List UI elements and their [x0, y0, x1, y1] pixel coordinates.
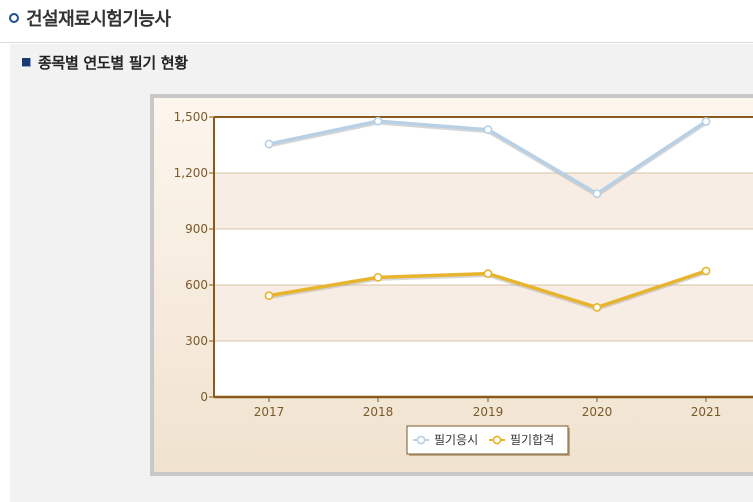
data-point [483, 125, 493, 135]
x-tick-label: 2018 [363, 405, 394, 419]
y-tick-label: 600 [185, 278, 208, 292]
y-tick-label: 300 [185, 334, 208, 348]
page-title: 건설재료시험기능사 [26, 9, 171, 30]
data-point [373, 272, 383, 282]
plot-area [214, 117, 753, 397]
y-tick-label: 1,200 [174, 166, 208, 180]
legend-label: 필기합격 [510, 433, 554, 447]
legend-label: 필기응시 [434, 433, 478, 447]
data-point [483, 269, 493, 279]
data-point [373, 116, 383, 126]
section-title: 종목별 연도별 필기 현황 [38, 54, 188, 72]
data-point [701, 266, 711, 276]
data-point [264, 291, 274, 301]
data-point [701, 117, 711, 126]
data-point [592, 189, 602, 199]
plot-band [214, 173, 753, 229]
page-header: 건설재료시험기능사 [0, 0, 753, 42]
legend-swatch-marker [492, 435, 502, 445]
x-tick-label: 2021 [691, 405, 722, 419]
y-tick-label: 0 [200, 390, 208, 404]
data-point [592, 302, 602, 312]
square-bullet-icon [22, 58, 31, 67]
x-tick-label: 2020 [582, 405, 613, 419]
header-divider [0, 42, 753, 43]
plot-band [214, 285, 753, 341]
legend-box [406, 425, 569, 455]
x-tick-label: 2019 [473, 405, 504, 419]
x-tick-label: 2017 [254, 405, 285, 419]
data-point [264, 139, 274, 149]
y-tick-label: 900 [185, 222, 208, 236]
legend-swatch-marker [416, 435, 426, 445]
y-tick-label: 1,500 [174, 110, 208, 124]
circle-bullet-icon [9, 13, 19, 23]
